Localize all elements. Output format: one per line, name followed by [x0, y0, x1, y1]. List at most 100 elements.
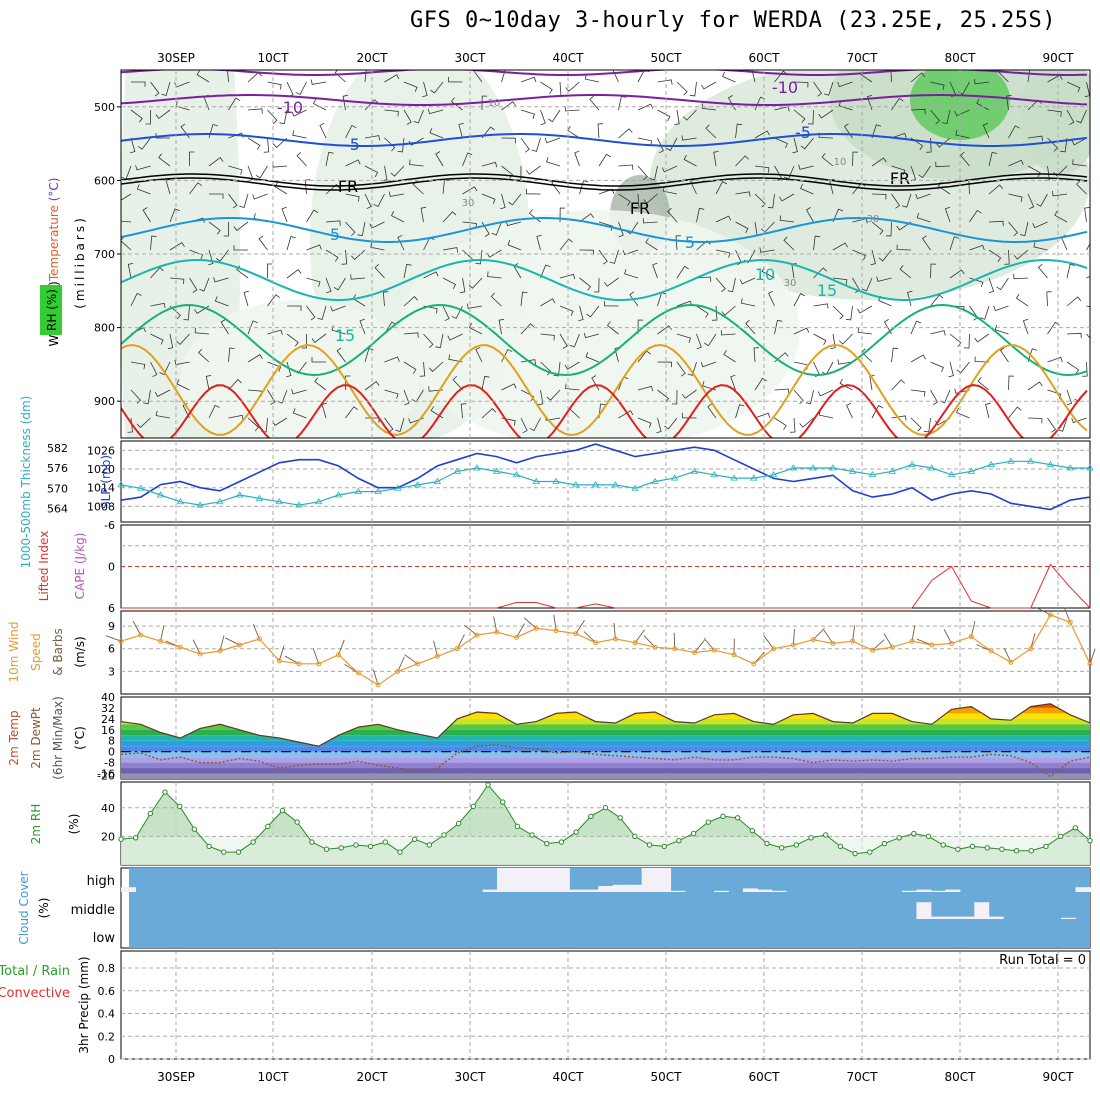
wind-barb	[1047, 356, 1063, 363]
rh-marker	[969, 843, 976, 850]
cloud-bg	[129, 868, 1090, 948]
wind-barb	[896, 244, 912, 251]
wind-barb	[423, 271, 439, 279]
wind-barb	[520, 291, 528, 307]
wind-barb	[988, 277, 995, 294]
thickness-marker	[690, 467, 699, 474]
wind-speed-marker	[731, 652, 737, 658]
wind-barb	[267, 81, 282, 90]
wind-speed-marker	[771, 646, 777, 652]
wind-barb	[1027, 70, 1031, 83]
rh-marker	[367, 843, 374, 850]
wind-barb	[536, 234, 542, 251]
rh-marker	[558, 839, 565, 845]
wind-barb	[345, 221, 356, 236]
wind-barb	[1076, 109, 1087, 124]
temp-tick-label: 40	[101, 691, 115, 704]
thickness-tick-label: 576	[47, 462, 68, 475]
wind-barb	[306, 244, 322, 251]
wind-barb	[793, 327, 810, 335]
thickness-marker	[1066, 464, 1074, 471]
wind-barb-10m	[252, 624, 260, 640]
thickness-marker	[591, 481, 600, 488]
wind-barb	[754, 377, 767, 391]
wind-barb	[883, 319, 892, 335]
wind-barb	[832, 242, 848, 251]
wind-barb-10m	[1030, 633, 1036, 649]
rh-marker	[382, 839, 388, 845]
li-tick-label: 0	[108, 561, 115, 574]
rh-marker	[250, 839, 256, 845]
wind-barb	[295, 81, 307, 96]
wind-barb	[944, 206, 951, 223]
thickness-marker	[611, 481, 620, 488]
wind-barb	[954, 109, 970, 117]
wind-barb	[597, 123, 603, 139]
rh-marker	[235, 849, 242, 855]
wind-barb	[345, 159, 361, 167]
wind-barb	[529, 417, 541, 432]
wind-ylabel-3: & Barbs	[51, 628, 65, 676]
wind-barb	[205, 375, 212, 391]
wind-barb	[176, 379, 190, 391]
wind-barb-10m	[763, 635, 774, 649]
rh-band	[121, 836, 1090, 865]
cloud-high-bar	[742, 888, 758, 892]
rh-marker	[309, 839, 315, 845]
wind-speed-marker	[810, 637, 816, 643]
wind-barb	[1008, 375, 1014, 391]
wind-barb	[301, 334, 307, 349]
wind-barb	[790, 417, 796, 433]
wind-barb	[985, 402, 991, 419]
thickness-marker	[868, 470, 877, 478]
temp-tick-label: 16	[101, 724, 115, 737]
wind-speed-marker	[494, 629, 500, 635]
isotherm-line	[121, 177, 1088, 191]
wind-barb	[805, 389, 814, 405]
wind-barb	[403, 332, 419, 338]
wind-barb	[520, 76, 537, 83]
wind-speed-marker	[276, 658, 282, 664]
wind-barb	[247, 137, 261, 150]
cloud-high-bar	[656, 868, 672, 892]
wind-barb	[774, 417, 787, 430]
wind-barb	[674, 109, 680, 125]
wind-barb	[735, 191, 751, 197]
wind-barb-10m	[312, 648, 320, 664]
wind-barb-10m	[823, 629, 834, 644]
rh-marker	[881, 840, 888, 847]
wind-barb	[317, 305, 327, 320]
wind-barb	[155, 133, 170, 139]
wind-barb	[649, 165, 658, 181]
wind-speed-marker	[830, 640, 836, 646]
rh-marker	[955, 846, 961, 852]
rh-marker	[852, 850, 858, 857]
wind-barb	[715, 215, 732, 223]
wind-barb-10m	[1035, 607, 1051, 616]
rh-marker	[661, 843, 667, 850]
rh-marker	[1087, 837, 1093, 844]
wind-barb	[930, 263, 936, 279]
wind-barb	[258, 235, 268, 251]
wind-barb	[969, 244, 985, 251]
temp-band	[121, 703, 1090, 708]
wind-barb	[475, 346, 483, 363]
wind-barb	[121, 193, 132, 201]
wind-barb	[871, 221, 884, 235]
cloud-middle-bar	[945, 916, 961, 919]
cloud-high-bar	[945, 889, 961, 892]
thickness-marker	[789, 464, 798, 471]
wind-barb	[979, 305, 990, 320]
panel-frame	[120, 440, 1091, 523]
wind-barb	[1066, 361, 1080, 375]
contour-label: 5	[330, 225, 340, 244]
wind-barb	[121, 220, 132, 223]
wind-barb-10m	[372, 669, 379, 686]
wind-speed-marker	[256, 636, 262, 642]
wind-barb	[145, 110, 151, 125]
wind-barb	[583, 332, 600, 339]
temp-tick-label: 32	[101, 702, 115, 715]
temp-band	[121, 718, 1090, 725]
contour-label: 10	[488, 98, 501, 109]
wind-barb	[846, 402, 853, 419]
